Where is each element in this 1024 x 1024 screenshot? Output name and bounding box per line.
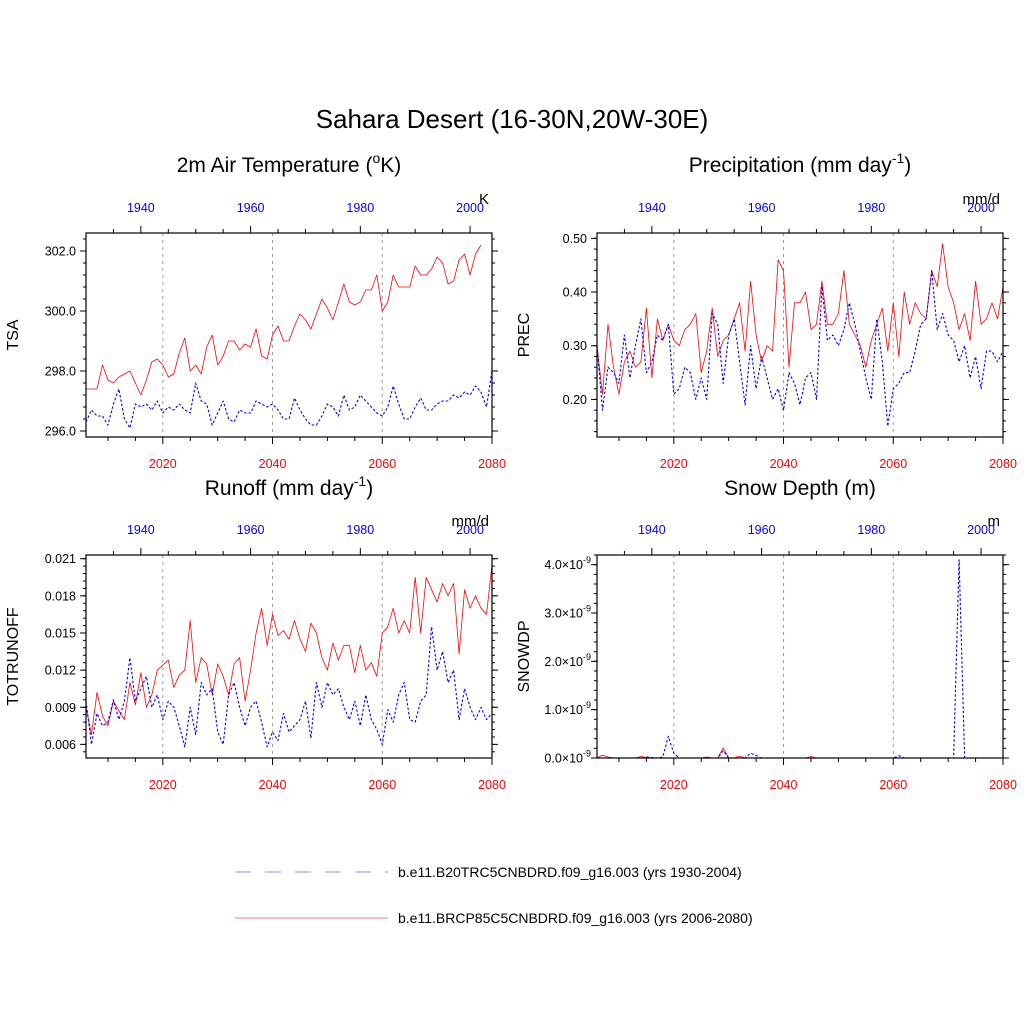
panel-title-prec: Precipitation (mm day-1) (689, 150, 912, 177)
x-top-tick-label: 2000 (967, 523, 995, 537)
series-line-rcp (597, 243, 1003, 395)
series-line-hist (597, 270, 1003, 427)
plot-frame (596, 554, 1004, 759)
units-label-runoff: mm/d (452, 513, 490, 530)
x-top-tick-label: 1940 (127, 523, 155, 537)
y-tick-label: 4.0×10-9 (544, 555, 591, 572)
panel-runoff: Runoff (mm day-1) mm/d TOTRUNOFF 0.006 0.009… (5, 473, 506, 792)
x-bottom-tick-label: 2060 (368, 457, 396, 471)
x-top-tick-label: 1960 (748, 201, 776, 215)
x-top-tick-label: 2000 (456, 201, 484, 215)
x-bottom-tick-label: 2040 (770, 778, 798, 792)
x-bottom-tick-label: 2020 (660, 457, 688, 471)
series-group (597, 559, 1003, 758)
x-top-tick-label: 1980 (857, 201, 885, 215)
series-group (86, 244, 492, 429)
x-top-tick-label: 1940 (127, 201, 155, 215)
units-label-prec: mm/d (963, 191, 1001, 208)
x-top-tick-label: 1980 (346, 201, 374, 215)
x-bottom-tick-label: 2020 (149, 778, 177, 792)
y-tick-label: 0.021 (45, 552, 76, 566)
y-tick-label: 0.20 (563, 393, 587, 407)
x-bottom-tick-label: 2060 (368, 778, 396, 792)
y-tick-label: 0.0×10-9 (544, 749, 591, 766)
y-tick-label: 0.018 (45, 589, 76, 603)
legend-label-hist: b.e11.B20TRC5CNBDRD.f09_g16.003 (yrs 193… (398, 864, 742, 880)
y-tick-label: 3.0×10-9 (544, 604, 591, 621)
series-line-rcp (597, 747, 1003, 758)
x-bottom-tick-label: 2040 (259, 778, 287, 792)
series-line-hist (86, 370, 492, 429)
y-axis-label-tsa: TSA (5, 319, 22, 350)
y-tick-label: 0.006 (45, 738, 76, 752)
plot-frame (85, 232, 493, 438)
y-tick-label: 298.0 (45, 365, 76, 379)
units-label-tsa: K (479, 191, 489, 208)
plot-frame (596, 232, 1004, 438)
y-tick-label: 0.009 (45, 701, 76, 715)
series-group (597, 243, 1003, 427)
legend-label-rcp: b.e11.BRCP85C5CNBDRD.f09_g16.003 (yrs 20… (398, 910, 753, 926)
x-top-tick-label: 2000 (456, 523, 484, 537)
series-line-rcp (86, 244, 482, 396)
y-tick-label: 296.0 (45, 425, 76, 439)
x-bottom-tick-label: 2080 (478, 457, 506, 471)
panels: 2m Air Temperature (oK) K TSA 296.0 298.0 300… (5, 150, 1017, 792)
y-tick-label: 0.012 (45, 664, 76, 678)
y-tick-label: 2.0×10-9 (544, 652, 591, 669)
y-axis-label-prec: PREC (516, 313, 533, 357)
y-tick-label: 0.50 (563, 232, 587, 246)
panel-title-tsa: 2m Air Temperature (oK) (177, 150, 401, 177)
legend: b.e11.B20TRC5CNBDRD.f09_g16.003 (yrs 193… (235, 864, 753, 926)
x-bottom-tick-label: 2040 (259, 457, 287, 471)
series-group (86, 564, 492, 748)
main-title: Sahara Desert (16-30N,20W-30E) (316, 104, 709, 134)
x-top-tick-label: 1940 (638, 523, 666, 537)
y-axis-label-runoff: TOTRUNOFF (5, 607, 22, 706)
x-top-tick-label: 1960 (237, 201, 265, 215)
x-bottom-tick-label: 2020 (660, 778, 688, 792)
panel-title-runoff: Runoff (mm day-1) (205, 473, 373, 500)
series-line-rcp (86, 564, 492, 735)
x-bottom-tick-label: 2040 (770, 457, 798, 471)
plot-frame (85, 554, 493, 759)
x-bottom-tick-label: 2080 (478, 778, 506, 792)
x-bottom-tick-label: 2020 (149, 457, 177, 471)
y-tick-label: 0.30 (563, 339, 587, 353)
x-top-tick-label: 1960 (748, 523, 776, 537)
panel-snowdp: Snow Depth (m) m SNOWDP 0.0×10-9 1.0×10-9 2.0… (516, 477, 1017, 792)
y-tick-label: 0.40 (563, 286, 587, 300)
x-bottom-tick-label: 2080 (989, 778, 1017, 792)
y-tick-label: 1.0×10-9 (544, 700, 591, 717)
panel-tsa: 2m Air Temperature (oK) K TSA 296.0 298.0 300… (5, 150, 506, 471)
y-tick-label: 302.0 (45, 245, 76, 259)
x-top-tick-label: 1980 (857, 523, 885, 537)
y-axis-label-snowdp: SNOWDP (516, 621, 533, 693)
x-top-tick-label: 1960 (237, 523, 265, 537)
series-line-hist (86, 626, 492, 748)
y-tick-label: 0.015 (45, 626, 76, 640)
x-top-tick-label: 1980 (346, 523, 374, 537)
panel-title-snowdp: Snow Depth (m) (724, 477, 876, 500)
panel-prec: Precipitation (mm day-1) mm/d PREC 0.20 0.30… (516, 150, 1017, 471)
series-line-hist (597, 559, 971, 758)
y-tick-label: 300.0 (45, 305, 76, 319)
x-bottom-tick-label: 2060 (879, 457, 907, 471)
x-top-tick-label: 1940 (638, 201, 666, 215)
units-label-snowdp: m (988, 513, 1001, 530)
x-top-tick-label: 2000 (967, 201, 995, 215)
x-bottom-tick-label: 2060 (879, 778, 907, 792)
x-bottom-tick-label: 2080 (989, 457, 1017, 471)
